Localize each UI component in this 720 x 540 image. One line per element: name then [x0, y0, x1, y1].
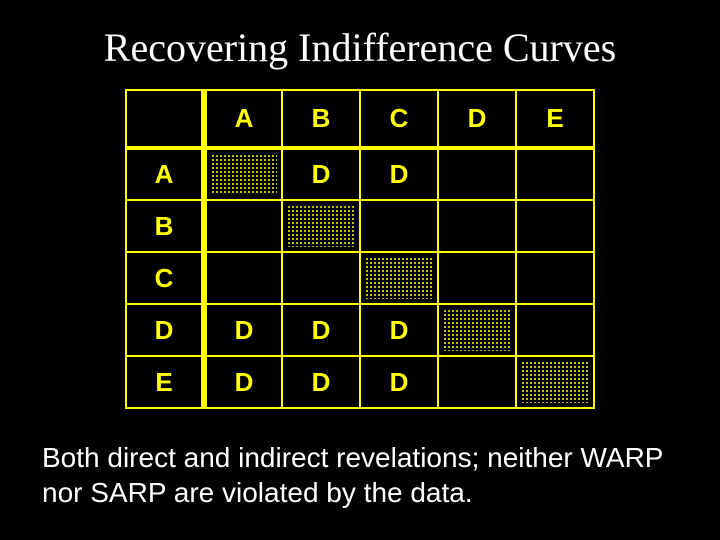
col-header: E — [516, 90, 594, 148]
table-cell: D — [282, 356, 360, 408]
slide-caption: Both direct and indirect revelations; ne… — [42, 440, 678, 510]
table-corner-cell — [126, 90, 204, 148]
row-header: C — [126, 252, 204, 304]
slide-title: Recovering Indifference Curves — [0, 0, 720, 89]
table-cell: D — [282, 304, 360, 356]
table-cell — [516, 252, 594, 304]
col-header: A — [204, 90, 282, 148]
table-cell — [438, 148, 516, 200]
table-cell-diagonal — [282, 200, 360, 252]
table-cell: D — [360, 304, 438, 356]
table-cell: D — [204, 356, 282, 408]
table-cell: D — [282, 148, 360, 200]
table-cell — [282, 252, 360, 304]
col-header: D — [438, 90, 516, 148]
table-cell — [204, 200, 282, 252]
table-cell-diagonal — [438, 304, 516, 356]
table-cell — [438, 356, 516, 408]
table-cell-diagonal — [516, 356, 594, 408]
table-row: A D D — [126, 148, 594, 200]
table-row: C — [126, 252, 594, 304]
col-header: B — [282, 90, 360, 148]
table-cell-diagonal — [204, 148, 282, 200]
row-header: D — [126, 304, 204, 356]
row-header: B — [126, 200, 204, 252]
table-cell — [360, 200, 438, 252]
row-header: A — [126, 148, 204, 200]
table-cell: D — [360, 356, 438, 408]
table-cell — [438, 252, 516, 304]
table-cell — [516, 304, 594, 356]
table-row: D D D D — [126, 304, 594, 356]
row-header: E — [126, 356, 204, 408]
table-header-row: A B C D E — [126, 90, 594, 148]
table-cell: D — [204, 304, 282, 356]
table-cell: D — [360, 148, 438, 200]
preference-table: A B C D E A D D B C — [125, 89, 595, 409]
table-row: B — [126, 200, 594, 252]
table-row: E D D D — [126, 356, 594, 408]
table-cell-diagonal — [360, 252, 438, 304]
col-header: C — [360, 90, 438, 148]
table-cell — [516, 148, 594, 200]
table-container: A B C D E A D D B C — [0, 89, 720, 409]
table-cell — [204, 252, 282, 304]
table-cell — [438, 200, 516, 252]
table-cell — [516, 200, 594, 252]
